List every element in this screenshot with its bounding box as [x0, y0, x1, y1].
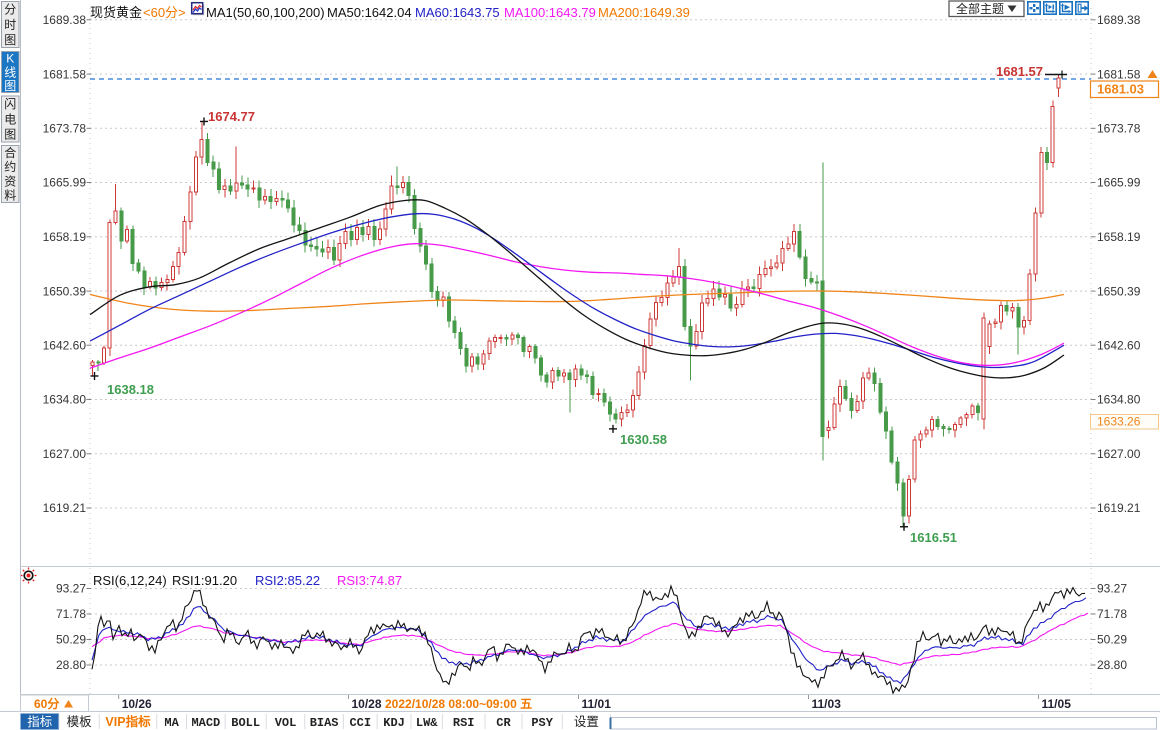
svg-text:闪: 闪 — [4, 97, 16, 111]
svg-text:指标: 指标 — [27, 714, 52, 729]
svg-text:71.78: 71.78 — [56, 607, 86, 621]
svg-text:10/26: 10/26 — [122, 697, 152, 711]
svg-text:KDJ: KDJ — [383, 716, 405, 730]
svg-text:1681.03: 1681.03 — [1097, 82, 1144, 97]
svg-text:PSY: PSY — [531, 716, 553, 730]
svg-text:MA1(50,60,100,200): MA1(50,60,100,200) — [206, 5, 325, 20]
svg-text:1634.80: 1634.80 — [1097, 393, 1141, 407]
svg-text:50.29: 50.29 — [1097, 633, 1127, 647]
svg-text:1627.00: 1627.00 — [43, 447, 87, 461]
svg-text:1665.99: 1665.99 — [1097, 176, 1141, 190]
svg-text:BOLL: BOLL — [231, 716, 260, 730]
svg-text:1681.58: 1681.58 — [43, 67, 87, 81]
svg-text:1673.78: 1673.78 — [43, 122, 87, 136]
svg-text:1673.78: 1673.78 — [1097, 122, 1141, 136]
svg-text:93.27: 93.27 — [1097, 582, 1127, 596]
svg-text:RSI2:85.22: RSI2:85.22 — [255, 573, 320, 588]
svg-text:1689.38: 1689.38 — [43, 13, 87, 27]
svg-text:约: 约 — [4, 159, 16, 174]
svg-text:11/01: 11/01 — [582, 697, 612, 711]
svg-text:时: 时 — [4, 18, 16, 32]
svg-text:VIP指标: VIP指标 — [105, 714, 151, 729]
svg-text:MA: MA — [164, 716, 179, 730]
svg-text:10/28: 10/28 — [352, 697, 382, 711]
svg-text:图: 图 — [4, 33, 16, 47]
svg-text:<60分>: <60分> — [143, 5, 186, 20]
svg-text:RSI1:91.20: RSI1:91.20 — [172, 573, 237, 588]
svg-text:1642.60: 1642.60 — [1097, 338, 1141, 352]
svg-text:1665.99: 1665.99 — [43, 176, 87, 190]
svg-text:VOL: VOL — [275, 716, 297, 730]
svg-text:1627.00: 1627.00 — [1097, 447, 1141, 461]
svg-text:MA60:1643.75: MA60:1643.75 — [415, 5, 500, 20]
svg-text:50.29: 50.29 — [56, 633, 86, 647]
svg-text:设置: 设置 — [574, 714, 599, 729]
svg-text:RSI3:74.87: RSI3:74.87 — [337, 573, 402, 588]
svg-text:1642.60: 1642.60 — [43, 338, 87, 352]
svg-text:11/03: 11/03 — [812, 697, 842, 711]
svg-text:1650.39: 1650.39 — [1097, 284, 1141, 298]
svg-text:1658.19: 1658.19 — [1097, 230, 1141, 244]
svg-text:K: K — [6, 52, 14, 66]
svg-text:合: 合 — [4, 145, 16, 160]
svg-text:图: 图 — [4, 79, 16, 93]
svg-text:CCI: CCI — [349, 716, 371, 730]
svg-text:1619.21: 1619.21 — [1097, 501, 1141, 515]
svg-text:2022/10/28 08:00~09:00 五: 2022/10/28 08:00~09:00 五 — [385, 697, 532, 711]
svg-text:1616.51: 1616.51 — [910, 530, 957, 545]
svg-text:图: 图 — [4, 128, 16, 142]
svg-text:1658.19: 1658.19 — [43, 230, 87, 244]
svg-text:现货黄金: 现货黄金 — [90, 5, 142, 20]
svg-text:模板: 模板 — [67, 715, 93, 729]
svg-text:1638.18: 1638.18 — [107, 382, 154, 397]
svg-text:1689.38: 1689.38 — [1097, 13, 1141, 27]
svg-text:28.80: 28.80 — [56, 658, 86, 672]
svg-text:1634.80: 1634.80 — [43, 393, 87, 407]
svg-text:CR: CR — [496, 716, 511, 730]
svg-text:RSI(6,12,24): RSI(6,12,24) — [93, 573, 167, 588]
svg-text:11/05: 11/05 — [1042, 697, 1072, 711]
svg-text:MACD: MACD — [191, 716, 220, 730]
svg-text:料: 料 — [4, 189, 16, 203]
svg-text:60分: 60分 — [34, 696, 59, 711]
svg-text:MA50:1642.04: MA50:1642.04 — [327, 5, 412, 20]
svg-text:MA100:1643.79: MA100:1643.79 — [504, 5, 596, 20]
svg-text:资: 资 — [4, 174, 16, 188]
svg-text:线: 线 — [4, 65, 16, 79]
svg-text:BIAS: BIAS — [310, 716, 339, 730]
svg-text:93.27: 93.27 — [56, 582, 86, 596]
svg-text:全部主题: 全部主题 — [956, 1, 1004, 16]
svg-text:1674.77: 1674.77 — [208, 109, 255, 124]
svg-text:RSI: RSI — [453, 716, 475, 730]
svg-text:71.78: 71.78 — [1097, 607, 1127, 621]
svg-text:28.80: 28.80 — [1097, 658, 1127, 672]
svg-text:MA200:1649.39: MA200:1649.39 — [598, 5, 690, 20]
svg-text:LW&: LW& — [416, 716, 438, 730]
svg-text:电: 电 — [4, 112, 16, 126]
svg-text:1619.21: 1619.21 — [43, 501, 87, 515]
svg-text:1681.58: 1681.58 — [1097, 67, 1141, 81]
svg-text:1681.57: 1681.57 — [996, 64, 1043, 79]
svg-text:1630.58: 1630.58 — [620, 432, 667, 447]
svg-text:1633.26: 1633.26 — [1097, 415, 1141, 429]
svg-text:1650.39: 1650.39 — [43, 284, 87, 298]
svg-text:分: 分 — [4, 3, 16, 17]
